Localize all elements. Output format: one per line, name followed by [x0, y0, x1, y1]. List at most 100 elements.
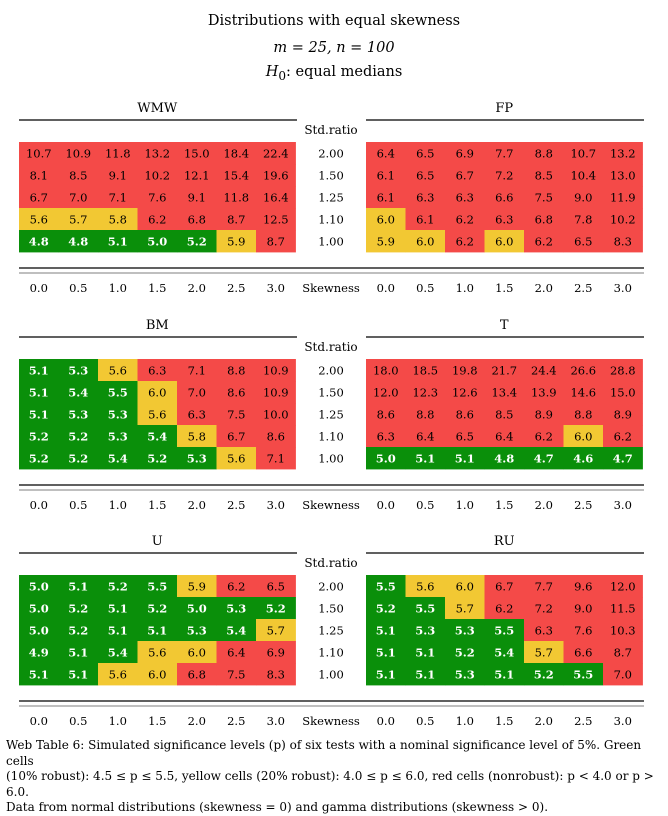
heatmap-cell — [216, 663, 257, 686]
heatmap-cell — [256, 619, 296, 642]
cell-value-label: 14.6 — [570, 385, 596, 399]
heatmap-cell — [256, 403, 296, 426]
cell-value-label: 5.1 — [68, 579, 88, 593]
cell-value-label: 15.4 — [223, 168, 249, 182]
heatmap-cell — [216, 641, 257, 664]
skewness-tick-label: 3.0 — [614, 281, 632, 295]
cell-value-label: 13.2 — [610, 146, 636, 160]
figure-caption: Web Table 6: Simulated significance leve… — [6, 738, 664, 816]
heatmap-cell — [405, 186, 446, 209]
cell-value-label: 8.6 — [377, 407, 395, 421]
heatmap-cell — [524, 425, 564, 448]
cell-value-label: 8.5 — [495, 407, 513, 421]
panel-title-fp: FP — [495, 101, 513, 116]
heatmap-cell — [256, 359, 296, 382]
cell-value-label: 6.2 — [614, 429, 632, 443]
heatmap-cell — [445, 186, 485, 209]
cell-value-label: 6.2 — [535, 429, 553, 443]
cell-value-label: 5.7 — [456, 601, 474, 615]
cell-value-label: 8.6 — [227, 385, 245, 399]
cell-value-label: 12.3 — [412, 385, 438, 399]
heatmap-cell — [137, 575, 178, 598]
heatmap-cell — [256, 425, 296, 448]
cell-value-label: 5.1 — [494, 667, 514, 681]
cell-value-label: 6.5 — [416, 168, 434, 182]
heatmap-cell — [19, 230, 59, 253]
skewness-tick-label: 3.0 — [267, 498, 285, 512]
heatmap-cell — [366, 208, 406, 231]
heatmap-cell — [98, 142, 138, 165]
cell-value-label: 13.0 — [610, 168, 636, 182]
heatmap-cell — [137, 381, 178, 404]
cell-value-label: 24.4 — [531, 363, 557, 377]
heatmap-cell — [98, 447, 138, 470]
heatmap-cell — [366, 575, 406, 598]
cell-value-label: 6.3 — [456, 190, 474, 204]
cell-value-label: 5.5 — [573, 667, 593, 681]
skewness-tick-label: 0.0 — [30, 714, 48, 728]
cell-value-label: 15.0 — [184, 146, 210, 160]
heatmap-cell — [137, 425, 178, 448]
heatmap-cell — [366, 641, 406, 664]
heatmap-cell — [256, 447, 296, 470]
heatmap-cell — [137, 359, 178, 382]
skewness-tick-label: 2.5 — [574, 714, 592, 728]
cell-value-label: 5.2 — [68, 623, 88, 637]
figure-subtitle-hypothesis: H0: equal medians — [0, 64, 668, 83]
heatmap-cell — [58, 619, 99, 642]
cell-value-label: 5.9 — [377, 234, 395, 248]
skewness-tick-label: 0.0 — [377, 281, 395, 295]
cell-value-label: 5.4 — [494, 645, 514, 659]
cell-value-label: 5.2 — [147, 451, 167, 465]
heatmap-cell — [405, 403, 446, 426]
sample-sizes-text: m = 25, n = 100 — [273, 40, 395, 56]
heatmap-cell — [405, 230, 446, 253]
heatmap-cell — [98, 403, 138, 426]
heatmap-cell — [563, 164, 604, 187]
cell-value-label: 6.0 — [188, 645, 206, 659]
skewness-tick-label: 2.0 — [188, 714, 206, 728]
heatmap-cell — [19, 619, 59, 642]
cell-value-label: 5.6 — [227, 451, 245, 465]
heatmap-cell — [524, 641, 564, 664]
cell-value-label: 10.2 — [144, 168, 170, 182]
cell-value-label: 6.7 — [227, 429, 245, 443]
cell-value-label: 5.2 — [266, 601, 286, 615]
heatmap-cell — [524, 359, 564, 382]
cell-value-label: 4.9 — [29, 645, 49, 659]
cell-value-label: 4.8 — [68, 234, 88, 248]
heatmap-cell — [366, 425, 406, 448]
skewness-tick-label: 3.0 — [614, 714, 632, 728]
cell-value-label: 7.2 — [495, 168, 513, 182]
skewness-tick-label: 3.0 — [267, 714, 285, 728]
cell-value-label: 8.5 — [69, 168, 87, 182]
heatmap-cell — [177, 425, 217, 448]
cell-value-label: 6.3 — [188, 407, 206, 421]
heatmap-cell — [98, 663, 138, 686]
cell-value-label: 5.5 — [376, 579, 396, 593]
skewness-tick-label: 3.0 — [267, 281, 285, 295]
heatmap-cell — [405, 425, 446, 448]
cell-value-label: 6.8 — [188, 667, 206, 681]
heatmap-cell — [216, 619, 257, 642]
heatmap-cell — [405, 447, 446, 470]
cell-value-label: 6.9 — [456, 146, 474, 160]
heatmap-cell — [177, 641, 217, 664]
cell-value-label: 5.2 — [68, 601, 88, 615]
heatmap-cell — [524, 142, 564, 165]
cell-value-label: 10.7 — [26, 146, 52, 160]
cell-value-label: 6.4 — [377, 146, 395, 160]
cell-value-label: 7.7 — [535, 579, 553, 593]
cell-value-label: 5.8 — [109, 212, 127, 226]
cell-value-label: 11.8 — [105, 146, 131, 160]
cell-value-label: 7.0 — [69, 190, 87, 204]
heatmap-cell — [603, 381, 643, 404]
heatmap-cell — [603, 230, 643, 253]
cell-value-label: 4.7 — [613, 451, 633, 465]
panel-title-ru: RU — [494, 534, 515, 549]
cell-value-label: 9.0 — [574, 190, 592, 204]
cell-value-label: 7.1 — [267, 451, 285, 465]
cell-value-label: 8.1 — [30, 168, 48, 182]
heatmap-cell — [98, 425, 138, 448]
heatmap-cell — [366, 447, 406, 470]
